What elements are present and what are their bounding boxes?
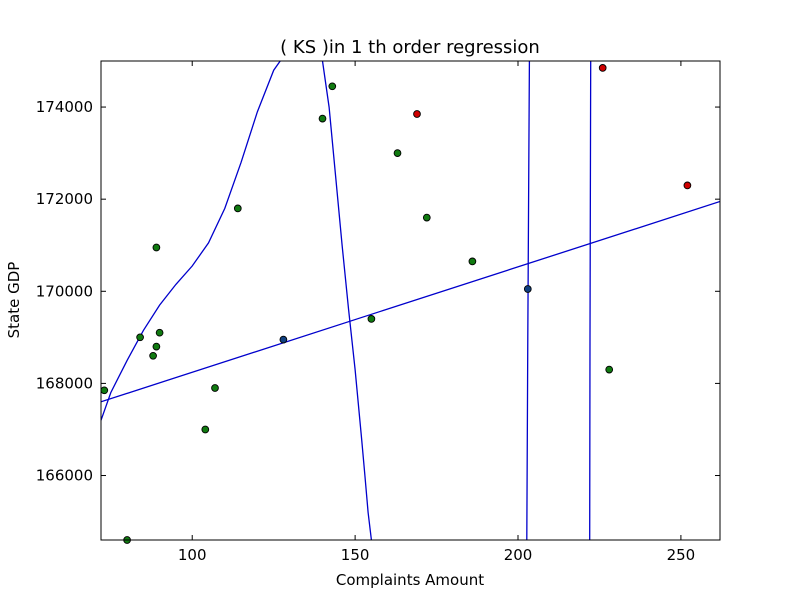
x-axis-label: Complaints Amount	[336, 571, 484, 589]
data-point-16	[413, 110, 421, 118]
data-point-11	[279, 335, 288, 344]
data-point-22	[683, 181, 692, 190]
regression-lines	[101, 61, 720, 540]
chart-title: ( KS )in 1 th order regression	[280, 37, 540, 58]
y-tick-label: 172000	[36, 190, 93, 208]
regression-curve-5	[589, 61, 592, 540]
data-point-5	[152, 342, 161, 351]
x-tick-label: 250	[667, 546, 696, 564]
x-tick-label: 200	[504, 546, 533, 564]
y-tick-label: 168000	[36, 374, 93, 392]
data-point-10	[233, 204, 242, 213]
data-point-7	[155, 328, 164, 337]
y-tick-label: 170000	[36, 282, 93, 300]
regression-curve-3	[321, 61, 373, 540]
axis-ticks: 100 150 200 250 166000 168000 170000 172000 1740…	[36, 61, 720, 564]
x-tick-label: 100	[178, 546, 207, 564]
regression-curve-4	[526, 61, 531, 540]
data-point-20	[598, 64, 607, 72]
data-point-6	[152, 243, 161, 252]
data-point-19	[523, 285, 532, 293]
x-tick-label: 150	[341, 546, 370, 564]
y-tick-label: 166000	[36, 467, 93, 485]
data-point-17	[422, 213, 431, 222]
data-point-14	[367, 315, 376, 323]
data-point-1	[100, 386, 109, 395]
scatter-points	[100, 64, 692, 544]
data-point-9	[211, 384, 219, 392]
regression-curve-2	[101, 61, 281, 421]
data-point-3	[136, 333, 144, 342]
data-point-8	[201, 425, 210, 434]
data-point-12	[318, 114, 327, 123]
data-point-4	[149, 351, 157, 360]
data-point-21	[605, 365, 614, 374]
regression-curve-1	[101, 200, 720, 403]
plot-frame	[100, 60, 721, 541]
data-point-18	[468, 257, 477, 266]
data-point-15	[393, 149, 402, 157]
data-point-13	[328, 82, 337, 91]
y-tick-label: 174000	[36, 98, 93, 116]
y-axis-label: State GDP	[5, 262, 23, 339]
